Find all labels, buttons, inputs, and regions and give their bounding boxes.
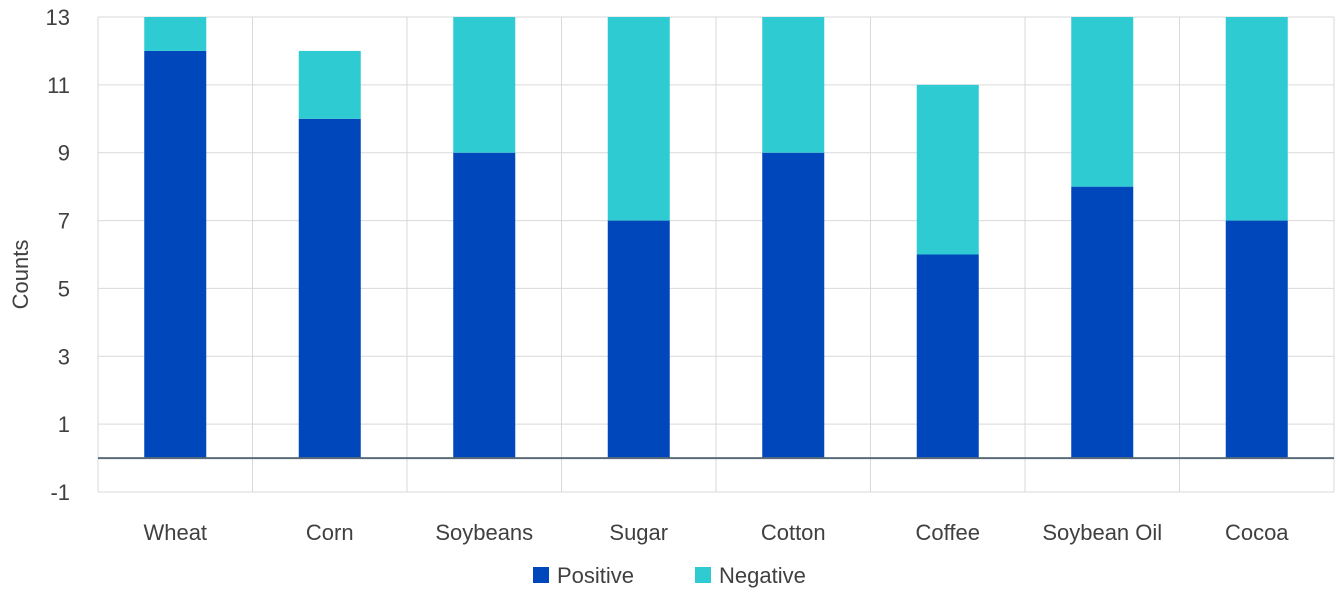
y-tick-label: 1 (58, 412, 70, 437)
y-tick-labels: 13 11 9 7 5 3 1 -1 (46, 5, 70, 505)
x-tick-labels: Wheat Corn Soybeans Sugar Cotton Coffee Soybea… (143, 520, 1289, 545)
y-tick-label: 5 (58, 276, 70, 301)
bar-negative-soybean-oil (1071, 17, 1134, 187)
x-tick-label: Wheat (143, 520, 207, 545)
bars (144, 17, 1288, 459)
y-tick-label: 7 (58, 209, 70, 234)
grid-lines (97, 16, 1335, 493)
bar-positive-corn (298, 118, 361, 459)
bar-negative-sugar (607, 17, 670, 221)
legend-label-positive: Positive (557, 563, 634, 588)
bar-negative-cocoa (1225, 17, 1288, 221)
x-tick-label: Sugar (609, 520, 668, 545)
bar-negative-corn (298, 50, 361, 119)
bar-negative-wheat (144, 17, 207, 51)
legend-label-negative: Negative (719, 563, 806, 588)
legend-swatch-positive (533, 567, 549, 583)
x-tick-label: Cotton (761, 520, 826, 545)
bar-positive-wheat (144, 50, 207, 459)
bar-negative-coffee (916, 84, 979, 255)
y-tick-label: -1 (50, 480, 70, 505)
legend-swatch-negative (695, 567, 711, 583)
bar-positive-cotton (762, 152, 825, 459)
x-tick-label: Corn (306, 520, 354, 545)
y-axis-title: Counts (8, 240, 33, 310)
x-tick-label: Cocoa (1225, 520, 1289, 545)
bar-positive-sugar (607, 220, 670, 459)
y-tick-label: 11 (47, 73, 70, 98)
bar-negative-soybeans (453, 17, 516, 153)
x-tick-label: Soybean Oil (1042, 520, 1162, 545)
bar-positive-soybean-oil (1071, 186, 1134, 459)
bar-positive-soybeans (453, 152, 516, 459)
x-tick-label: Coffee (916, 520, 980, 545)
y-tick-label: 3 (58, 344, 70, 369)
x-tick-label: Soybeans (435, 520, 533, 545)
y-tick-label: 9 (58, 141, 70, 166)
y-tick-label: 13 (46, 5, 70, 30)
bar-positive-cocoa (1225, 220, 1288, 459)
bar-negative-cotton (762, 17, 825, 153)
legend: Positive Negative (533, 563, 806, 588)
bar-positive-coffee (916, 254, 979, 459)
